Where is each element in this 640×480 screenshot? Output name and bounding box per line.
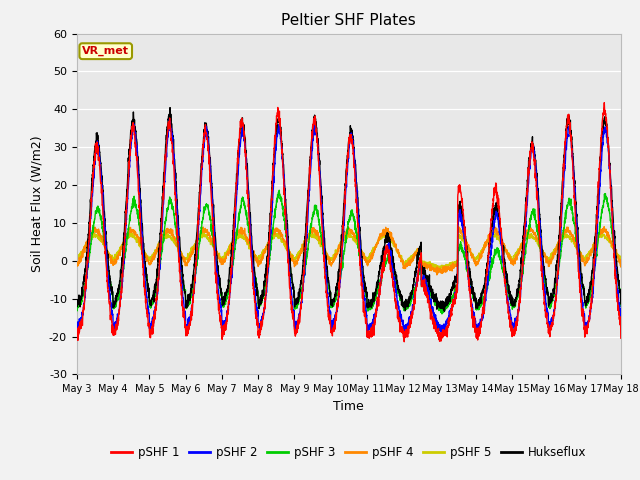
pSHF 2	[617, 323, 625, 328]
pSHF 3	[617, 303, 625, 309]
pSHF 3	[275, 187, 283, 193]
pSHF 1	[617, 336, 625, 341]
Hukseflux	[617, 301, 625, 307]
pSHF 1	[135, 190, 143, 196]
Line: pSHF 1: pSHF 1	[77, 103, 621, 342]
pSHF 5	[200, 229, 208, 235]
pSHF 3	[73, 303, 81, 309]
Y-axis label: Soil Heat Flux (W/m2): Soil Heat Flux (W/m2)	[30, 136, 44, 272]
pSHF 2	[282, 208, 289, 214]
Hukseflux	[607, 173, 614, 179]
pSHF 4	[433, 272, 441, 278]
X-axis label: Time: Time	[333, 400, 364, 413]
pSHF 1	[548, 320, 556, 325]
pSHF 1	[167, 138, 175, 144]
pSHF 1	[401, 339, 408, 345]
pSHF 5	[135, 239, 143, 244]
pSHF 4	[607, 237, 614, 243]
Hukseflux	[548, 295, 556, 301]
pSHF 4	[617, 264, 625, 270]
pSHF 1	[607, 186, 614, 192]
Hukseflux	[305, 173, 313, 179]
Hukseflux	[168, 126, 175, 132]
Hukseflux	[441, 308, 449, 314]
pSHF 4	[305, 232, 313, 238]
pSHF 3	[135, 220, 143, 226]
pSHF 1	[282, 206, 289, 212]
pSHF 4	[282, 240, 289, 246]
pSHF 5	[305, 235, 313, 240]
pSHF 3	[282, 228, 289, 233]
Text: VR_met: VR_met	[82, 46, 129, 56]
pSHF 5	[167, 236, 175, 241]
pSHF 2	[166, 117, 173, 122]
pSHF 4	[548, 255, 556, 261]
pSHF 3	[548, 299, 556, 305]
pSHF 4	[167, 226, 175, 232]
Line: pSHF 3: pSHF 3	[77, 190, 621, 314]
pSHF 4	[526, 224, 534, 229]
Hukseflux	[282, 196, 289, 202]
Line: pSHF 2: pSHF 2	[77, 120, 621, 334]
pSHF 3	[607, 218, 614, 224]
Line: pSHF 5: pSHF 5	[77, 232, 621, 269]
pSHF 2	[305, 193, 313, 199]
pSHF 4	[135, 238, 143, 244]
pSHF 5	[617, 258, 625, 264]
pSHF 3	[305, 237, 313, 242]
pSHF 2	[363, 331, 371, 336]
Title: Peltier SHF Plates: Peltier SHF Plates	[282, 13, 416, 28]
pSHF 3	[167, 201, 175, 207]
pSHF 5	[282, 246, 289, 252]
pSHF 4	[73, 260, 81, 266]
pSHF 1	[305, 182, 313, 188]
pSHF 2	[548, 318, 556, 324]
pSHF 2	[73, 324, 81, 330]
Legend: pSHF 1, pSHF 2, pSHF 3, pSHF 4, pSHF 5, Hukseflux: pSHF 1, pSHF 2, pSHF 3, pSHF 4, pSHF 5, …	[106, 442, 591, 464]
pSHF 5	[440, 266, 448, 272]
pSHF 5	[548, 252, 556, 258]
pSHF 2	[135, 178, 143, 184]
Line: Hukseflux: Hukseflux	[77, 108, 621, 311]
pSHF 3	[438, 311, 446, 317]
pSHF 1	[73, 334, 81, 340]
pSHF 1	[600, 100, 608, 106]
pSHF 2	[607, 177, 614, 182]
Hukseflux	[135, 172, 143, 178]
pSHF 5	[607, 239, 614, 245]
Line: pSHF 4: pSHF 4	[77, 227, 621, 275]
Hukseflux	[166, 105, 174, 110]
pSHF 2	[168, 128, 175, 133]
Hukseflux	[73, 299, 81, 304]
pSHF 5	[73, 258, 81, 264]
